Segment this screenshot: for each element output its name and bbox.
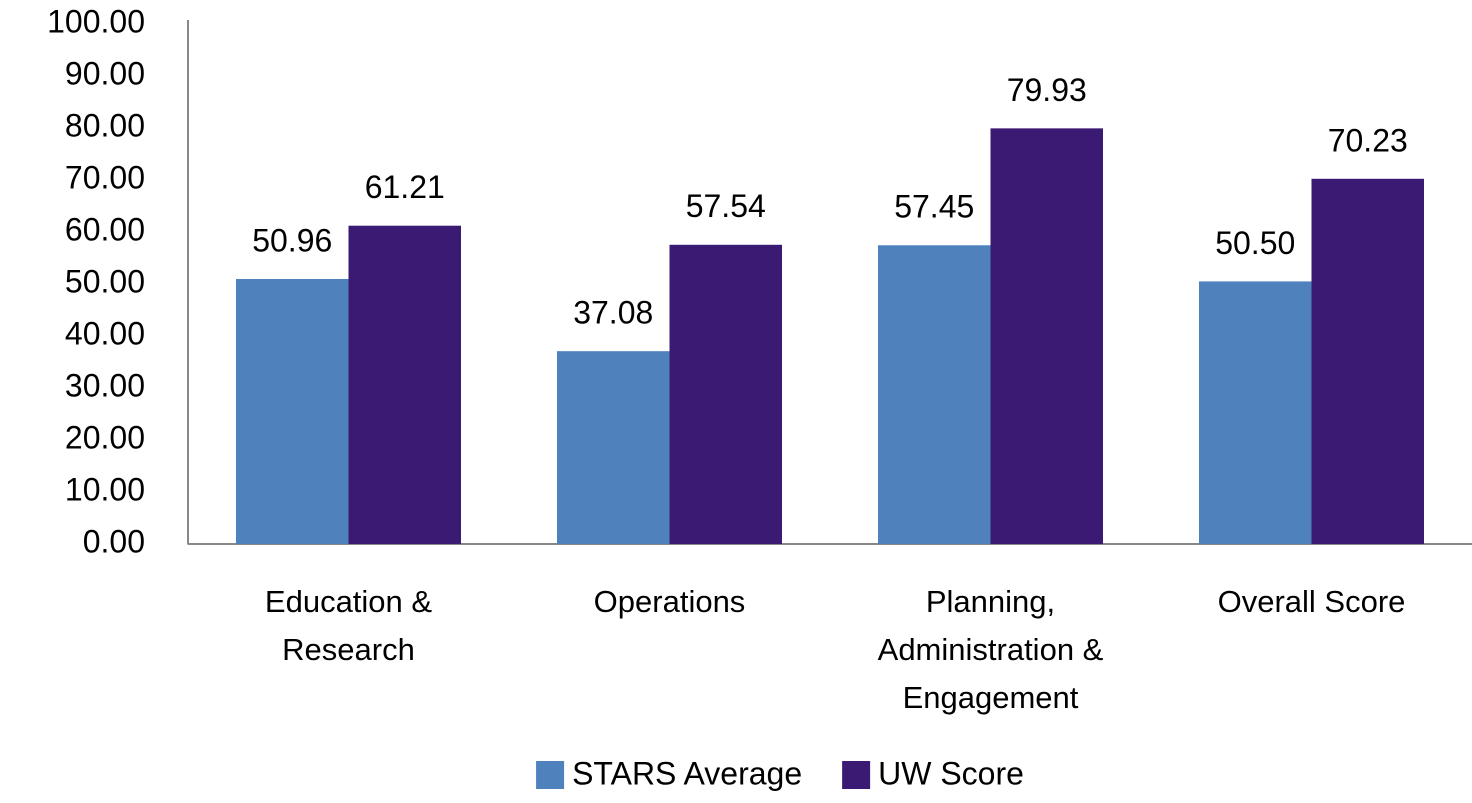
y-tick-label: 80.00 xyxy=(65,107,145,143)
x-tick-label: Education & Research xyxy=(264,584,433,667)
bar xyxy=(1199,281,1312,544)
bar xyxy=(1311,178,1424,544)
x-tick-label-box: Operations xyxy=(593,584,746,619)
legend-swatch xyxy=(842,761,871,789)
legend-label: STARS Average xyxy=(572,755,802,791)
data-label: 50.50 xyxy=(1215,225,1295,261)
x-tick-label: Operations xyxy=(593,584,746,619)
legend-swatch xyxy=(536,761,565,789)
y-tick-label: 30.00 xyxy=(65,367,145,403)
y-tick-label: 50.00 xyxy=(65,263,145,299)
data-label: 37.08 xyxy=(573,295,653,331)
y-tick-label: 20.00 xyxy=(65,419,145,455)
y-tick-label: 70.00 xyxy=(65,159,145,195)
data-label: 57.54 xyxy=(686,188,766,224)
y-tick-label: 0.00 xyxy=(83,523,145,559)
x-tick-label: Planning, Administration & Engagement xyxy=(877,584,1104,715)
x-tick-label-box: Overall Score xyxy=(1217,584,1406,619)
bar xyxy=(990,128,1103,544)
x-tick-label: Overall Score xyxy=(1217,584,1406,619)
x-tick-label-box: Education & Research xyxy=(264,584,433,667)
y-tick-label: 60.00 xyxy=(65,211,145,247)
y-tick-label: 100.00 xyxy=(47,3,145,39)
y-tick-label: 40.00 xyxy=(65,315,145,351)
data-label: 61.21 xyxy=(365,169,445,205)
y-tick-label: 90.00 xyxy=(65,55,145,91)
bar xyxy=(348,225,461,544)
data-label: 50.96 xyxy=(252,222,332,258)
data-label: 70.23 xyxy=(1328,122,1408,158)
data-label: 57.45 xyxy=(894,189,974,225)
legend-label: UW Score xyxy=(878,755,1024,791)
bar xyxy=(236,279,349,544)
bar xyxy=(557,351,670,544)
data-label: 79.93 xyxy=(1007,72,1087,108)
bar xyxy=(669,244,782,545)
bar xyxy=(878,245,991,544)
y-tick-label: 10.00 xyxy=(65,471,145,507)
x-tick-label-box: Planning, Administration & Engagement xyxy=(877,584,1104,715)
